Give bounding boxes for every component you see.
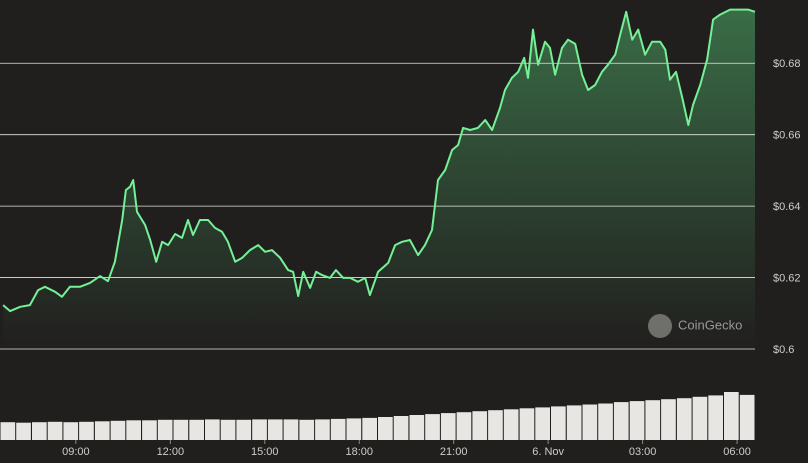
volume-bar [708,395,723,440]
volume-bar [393,416,409,440]
volume-bar [472,411,488,440]
volume-bar [440,413,456,440]
volume-bar [613,402,629,440]
volume-bar [346,418,362,440]
y-tick-label: $0.66 [773,130,801,142]
volume-bar [142,420,157,440]
volume-bar [629,401,645,440]
plot: $0.6 $0.62 $0.64 $0.66 $0.68 09:00 12:00 15:00 1… [0,8,801,458]
x-tick-label: 18:00 [345,446,373,458]
volume-bar [378,417,393,440]
watermark: CoinGecko [678,317,742,332]
volume-bar [236,419,252,440]
watermark-logo [648,314,672,338]
price-line [2,8,756,313]
x-tick-label: 6. Nov [532,446,564,458]
volume-bar [189,419,204,440]
x-tick-label: 06:00 [723,446,751,458]
volume-bar [315,419,330,440]
volume-bar [535,407,550,440]
volume-bar [16,422,31,440]
volume-bar [488,410,503,440]
x-tick-label: 21:00 [440,446,468,458]
volume-bar [252,419,267,440]
volume-bar [267,419,283,440]
x-tick-label: 15:00 [251,446,279,458]
volume-bar [724,392,739,440]
volume-bar [94,421,110,440]
volume-bar [409,415,425,440]
volume-bar [32,422,47,440]
y-tick-label: $0.68 [773,58,801,70]
volume-bar [299,419,315,440]
volume-bar [676,398,692,440]
volume-bar [362,417,377,440]
volume-bar [63,422,79,440]
volume-bar [79,421,94,440]
volume-bar [330,418,346,440]
volume-bar [598,403,613,440]
y-tick-label: $0.6 [773,344,794,356]
volume-bar [503,409,519,440]
volume-bar [173,419,189,440]
price-area [3,9,756,349]
volume-bar [566,405,582,440]
volume-bar [205,419,220,440]
volume-bar [220,419,236,440]
volume-bar [739,394,755,440]
x-tick-label: 12:00 [157,446,185,458]
volume-bar [157,419,173,440]
volume-bar [692,396,708,440]
volume-bar [661,399,676,440]
y-tick-label: $0.64 [773,201,801,213]
x-tick-label: 03:00 [629,446,657,458]
volume-bar [0,422,16,440]
volume-bar [645,400,661,440]
volume-bar [47,421,63,440]
volume-bar [519,408,535,440]
volume-bar [456,412,472,440]
volume-bar [582,404,598,440]
y-tick-label: $0.62 [773,272,801,284]
volume-bar [283,419,299,440]
volume-bar [110,420,126,440]
volume-bar [551,406,566,440]
x-tick-label: 09:00 [62,446,90,458]
volume-bar [425,414,440,440]
volume-bar [126,420,141,440]
